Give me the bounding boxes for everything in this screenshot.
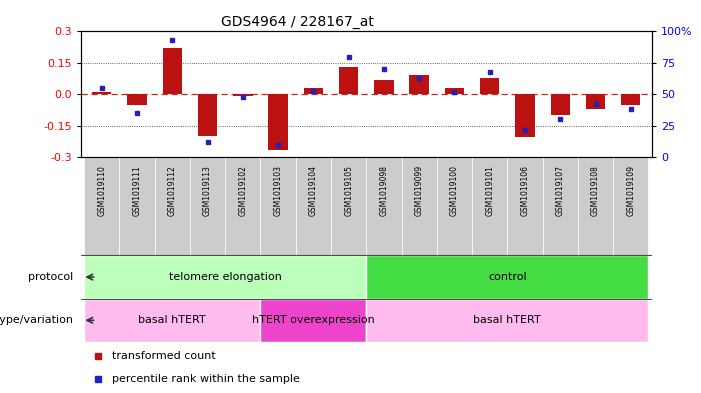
Bar <box>366 255 648 299</box>
Bar <box>409 75 429 94</box>
Text: GSM1019099: GSM1019099 <box>415 165 423 216</box>
Bar <box>331 157 367 255</box>
Bar <box>225 157 261 255</box>
Text: GSM1019110: GSM1019110 <box>97 165 107 216</box>
Text: GSM1019112: GSM1019112 <box>168 165 177 216</box>
Bar <box>366 299 648 342</box>
Text: GSM1019109: GSM1019109 <box>626 165 635 216</box>
Text: percentile rank within the sample: percentile rank within the sample <box>112 374 300 384</box>
Text: GSM1019100: GSM1019100 <box>450 165 459 216</box>
Bar <box>84 157 119 255</box>
Text: GSM1019104: GSM1019104 <box>309 165 318 216</box>
Text: telomere elongation: telomere elongation <box>169 272 282 282</box>
Text: control: control <box>488 272 526 282</box>
Text: GSM1019106: GSM1019106 <box>520 165 529 216</box>
Text: GSM1019105: GSM1019105 <box>344 165 353 216</box>
Bar <box>366 157 402 255</box>
Bar <box>190 157 225 255</box>
Text: genotype/variation: genotype/variation <box>0 315 74 325</box>
Text: basal hTERT: basal hTERT <box>138 315 206 325</box>
Bar <box>84 255 366 299</box>
Bar <box>163 48 182 94</box>
Bar <box>198 94 217 136</box>
Bar <box>84 299 261 342</box>
Bar <box>268 94 288 150</box>
Text: GSM1019103: GSM1019103 <box>273 165 283 216</box>
Bar <box>304 88 323 94</box>
Text: GSM1019098: GSM1019098 <box>379 165 388 216</box>
Bar <box>261 299 367 342</box>
Bar <box>437 157 472 255</box>
Text: GSM1019108: GSM1019108 <box>591 165 600 216</box>
Bar <box>92 92 111 94</box>
Text: GSM1019101: GSM1019101 <box>485 165 494 216</box>
Bar <box>472 157 508 255</box>
Bar <box>339 67 358 94</box>
Text: GSM1019107: GSM1019107 <box>556 165 565 216</box>
Bar <box>155 157 190 255</box>
Bar <box>613 157 648 255</box>
Text: transformed count: transformed count <box>112 351 216 361</box>
Bar <box>586 94 605 109</box>
Bar <box>402 157 437 255</box>
Bar <box>578 157 613 255</box>
Text: basal hTERT: basal hTERT <box>473 315 541 325</box>
Text: protocol: protocol <box>28 272 74 282</box>
Title: GDS4964 / 228167_at: GDS4964 / 228167_at <box>222 15 374 29</box>
Bar <box>233 94 252 96</box>
Text: GSM1019102: GSM1019102 <box>238 165 247 216</box>
Bar <box>550 94 570 115</box>
Text: hTERT overexpression: hTERT overexpression <box>252 315 375 325</box>
Bar <box>296 157 331 255</box>
Bar <box>543 157 578 255</box>
Bar <box>119 157 155 255</box>
Text: GSM1019113: GSM1019113 <box>203 165 212 216</box>
Bar <box>444 88 464 94</box>
Bar <box>374 80 393 94</box>
Text: GSM1019111: GSM1019111 <box>132 165 142 216</box>
Bar <box>480 77 499 94</box>
Bar <box>508 157 543 255</box>
Bar <box>128 94 147 105</box>
Bar <box>621 94 641 105</box>
Bar <box>515 94 535 137</box>
Bar <box>261 157 296 255</box>
